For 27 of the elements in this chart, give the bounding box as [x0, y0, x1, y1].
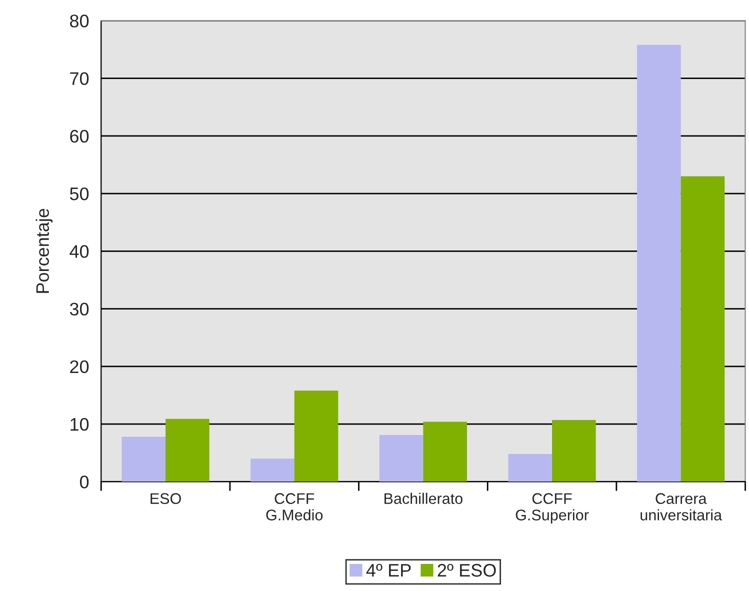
- y-tick-label: 10: [70, 418, 89, 431]
- bar: [379, 434, 424, 482]
- bar: [122, 436, 166, 482]
- bar: [680, 176, 725, 482]
- y-tick-label: 30: [70, 302, 89, 316]
- bar: [250, 458, 294, 482]
- x-tick-label: Carrera universitaria: [640, 493, 722, 520]
- y-tick-label: 60: [70, 130, 89, 143]
- x-tick-label: Bachillerato: [384, 492, 462, 504]
- x-tick-label: CCFF G.Superior: [516, 493, 589, 524]
- y-tick-label: 80: [70, 14, 89, 28]
- y-tick-label: 40: [70, 245, 89, 258]
- bar: [637, 44, 681, 482]
- bar: [166, 418, 210, 482]
- y-tick-label: 20: [70, 360, 89, 374]
- bar: [423, 422, 467, 482]
- legend-label: 2º ESO: [438, 564, 496, 577]
- bar: [552, 420, 596, 482]
- x-tick-label: CCFF G.Medio: [266, 493, 323, 520]
- legend-label: 4º EP: [366, 564, 411, 577]
- y-axis-title: Porcentaje: [36, 208, 53, 293]
- x-tick-label: ESO: [150, 493, 181, 504]
- y-tick-label: 50: [70, 187, 89, 200]
- bar: [508, 454, 552, 482]
- y-tick-label: 0: [80, 476, 89, 488]
- y-tick-label: 70: [70, 72, 89, 86]
- bar: [294, 390, 338, 482]
